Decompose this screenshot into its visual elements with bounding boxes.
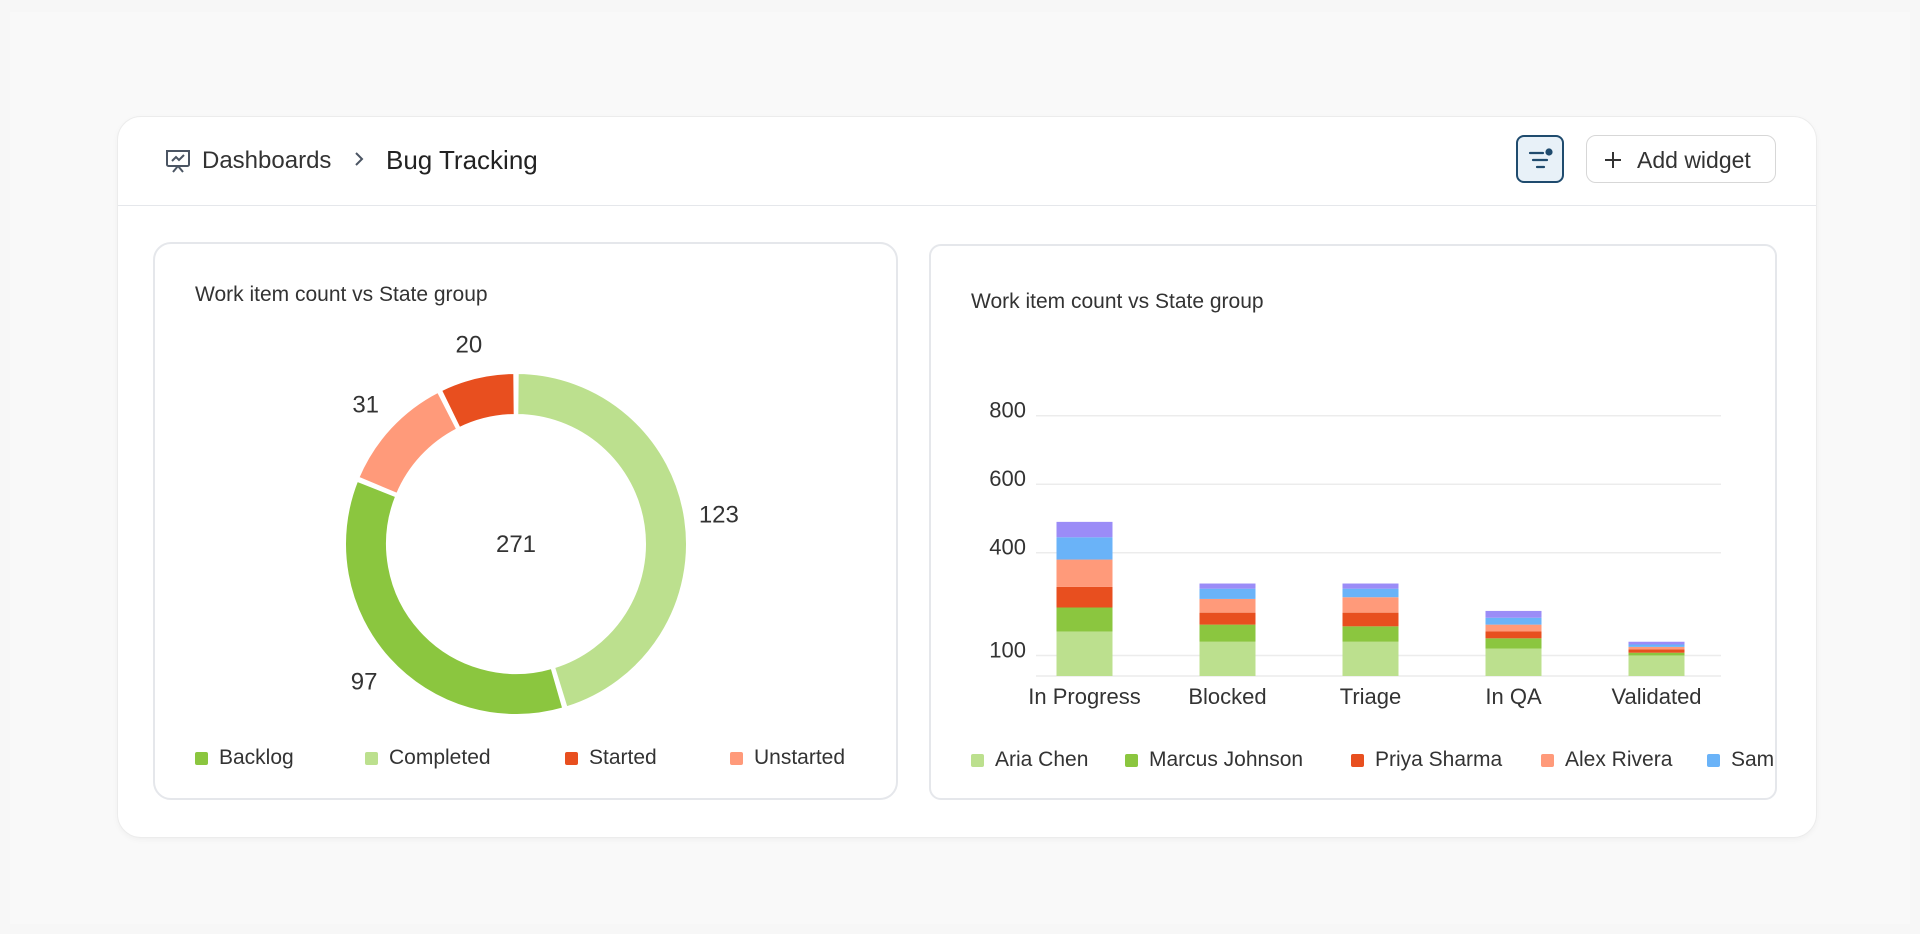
stacked-bar-chart: 100 400 600 800 In Progress Blocked Triage In Q… [989,398,1721,709]
donut-slice-unstarted[interactable] [357,390,459,496]
y-tick-label: 100 [989,637,1026,662]
add-widget-label: Add widget [1637,147,1751,173]
bar-segment[interactable] [1056,607,1113,632]
bar-segment[interactable] [1628,649,1685,653]
donut-center-total: 271 [496,531,536,558]
filter-icon [1528,148,1553,169]
bar-segment[interactable] [1485,638,1542,649]
bar-segment[interactable] [1628,652,1685,656]
donut-slice-started[interactable] [439,371,516,430]
bar-segment[interactable] [1342,597,1399,613]
bar-segment[interactable] [1485,617,1542,625]
donut-widget[interactable]: Work item count vs State group 123 97 31 20… [153,242,898,800]
bar-segment[interactable] [1628,641,1685,645]
breadcrumb-dashboards[interactable]: Dashboards [202,147,332,174]
donut-value-label-completed: 123 [699,501,739,528]
bar-segment[interactable] [1342,612,1399,627]
presentation-chart-icon [166,150,190,173]
legend-swatch [730,752,743,765]
donut-slice-backlog[interactable] [344,479,565,716]
bar-segment[interactable] [1342,583,1399,589]
legend-label: Sam [1731,748,1775,771]
donut-value-label-unstarted: 31 [352,392,379,419]
x-tick-label: In Progress [1028,684,1141,709]
donut-legend: Backlog Completed Started Unstarted [195,745,875,775]
bar-segment[interactable] [1056,631,1113,676]
bar-segment[interactable] [1199,641,1256,676]
legend-label: Backlog [219,746,294,769]
bar-segment[interactable] [1485,631,1542,639]
bar-segment[interactable] [1342,641,1399,676]
bar-segment[interactable] [1056,559,1113,587]
dashboard-panel: Dashboards Bug Tracking Add widget [117,116,1817,838]
x-tick-label: Validated [1611,684,1701,709]
chevron-right-icon [355,152,364,166]
donut-value-label-started: 20 [456,331,483,358]
bar-legend: Aria Chen Marcus Johnson Priya Sharma Alex … [971,747,1775,777]
bar-segment[interactable] [1199,583,1256,589]
bar-segment[interactable] [1199,624,1256,642]
bar-segment[interactable] [1199,612,1256,625]
legend-swatch [971,754,984,767]
bar-segment[interactable] [1485,624,1542,632]
donut-value-label-backlog: 97 [351,669,378,696]
donut-chart: 123 97 31 20 271 [344,331,739,716]
legend-label: Started [589,746,657,769]
x-tick-label: Blocked [1188,684,1266,709]
legend-swatch [1351,754,1364,767]
bar-segment[interactable] [1628,644,1685,647]
bar-widget-title: Work item count vs State group [971,290,1264,313]
y-tick-label: 600 [989,466,1026,491]
breadcrumb-current-page: Bug Tracking [386,145,538,175]
legend-swatch [195,752,208,765]
legend-label: Marcus Johnson [1149,748,1304,771]
legend-swatch [1707,754,1720,767]
bar-segment[interactable] [1628,646,1685,650]
legend-label: Alex Rivera [1565,748,1673,771]
bar-segment[interactable] [1485,648,1542,676]
bar-segment[interactable] [1056,521,1113,538]
y-tick-label: 400 [989,535,1026,560]
legend-swatch [365,752,378,765]
app-background: Dashboards Bug Tracking Add widget [10,12,1910,924]
y-tick-label: 800 [989,398,1026,423]
bar-segment[interactable] [1199,598,1256,613]
add-widget-button[interactable]: Add widget [1586,135,1776,183]
legend-label: Completed [389,746,491,769]
legend-swatch [1541,754,1554,767]
filter-button[interactable] [1516,135,1564,183]
bar-segment[interactable] [1628,655,1685,676]
x-tick-label: Triage [1340,684,1402,709]
x-tick-label: In QA [1485,684,1542,709]
bar-widget[interactable]: Work item count vs State group 100 400 600… [929,244,1777,800]
legend-label: Unstarted [754,746,846,769]
legend-label: Aria Chen [995,748,1089,771]
plus-icon [1605,152,1621,168]
dashboard-header: Dashboards Bug Tracking Add widget [118,117,1816,206]
donut-slice-completed[interactable] [516,371,688,709]
bar-segment[interactable] [1056,537,1113,560]
bar-segment[interactable] [1342,626,1399,642]
bar-segment[interactable] [1485,610,1542,618]
bar-segment[interactable] [1199,588,1256,599]
donut-widget-title: Work item count vs State group [195,283,488,306]
legend-swatch [1125,754,1138,767]
bar-segment[interactable] [1056,586,1113,608]
legend-swatch [565,752,578,765]
bar-segment[interactable] [1342,588,1399,598]
legend-label: Priya Sharma [1375,748,1503,771]
